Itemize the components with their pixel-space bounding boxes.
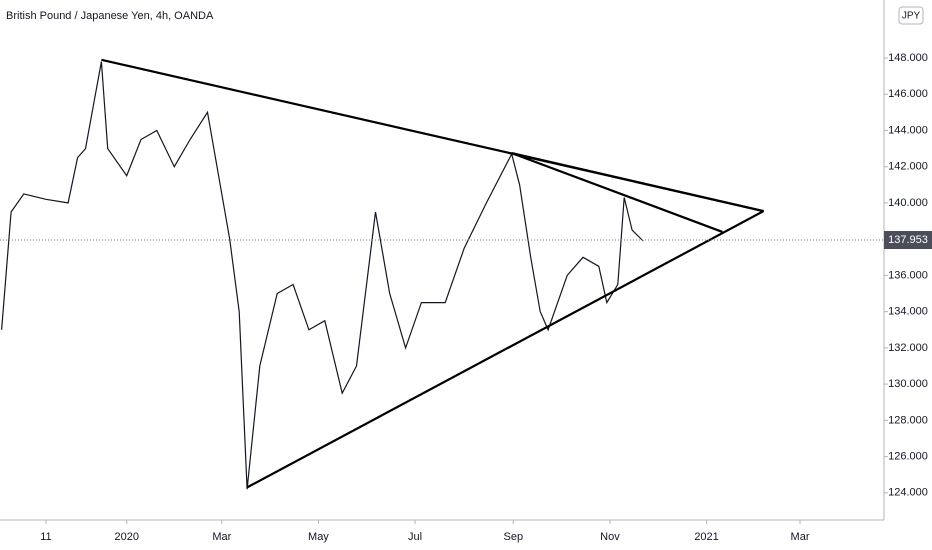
x-tick-label: Nov (600, 531, 620, 543)
currency-badge-box[interactable] (898, 6, 924, 25)
y-tick-label: 136.000 (888, 269, 928, 281)
x-tick-label: Mar (791, 531, 810, 543)
y-tick-label: 124.000 (888, 487, 928, 499)
chart-title: British Pound / Japanese Yen, 4h, OANDA (6, 10, 214, 22)
x-tick-label: Mar (212, 531, 231, 543)
y-tick-label: 128.000 (888, 414, 928, 426)
y-tick-label: 132.000 (888, 342, 928, 354)
y-tick-label: 126.000 (888, 450, 928, 462)
price-line (1, 61, 644, 490)
y-tick-label: 134.000 (888, 306, 928, 318)
y-tick-label: 142.000 (888, 161, 928, 173)
trendline (246, 210, 765, 489)
currency-badge[interactable]: JPY (902, 11, 921, 22)
x-tick-label: Jul (408, 531, 422, 543)
last-price-label: 137.953 (888, 234, 928, 246)
last-price-box (884, 231, 932, 250)
y-tick-label: 148.000 (888, 52, 928, 64)
x-tick-label: 11 (40, 531, 51, 543)
trendline (511, 152, 723, 233)
x-tick-label: May (308, 531, 329, 543)
x-tick-label: 2021 (694, 531, 718, 543)
y-tick-label: 140.000 (888, 197, 928, 209)
y-tick-label: 146.000 (888, 88, 928, 100)
trendline (511, 152, 764, 213)
x-tick-label: Sep (504, 531, 524, 543)
y-tick-label: 130.000 (888, 378, 928, 390)
y-tick-label: 144.000 (888, 124, 928, 136)
x-tick-label: 2020 (114, 531, 138, 543)
